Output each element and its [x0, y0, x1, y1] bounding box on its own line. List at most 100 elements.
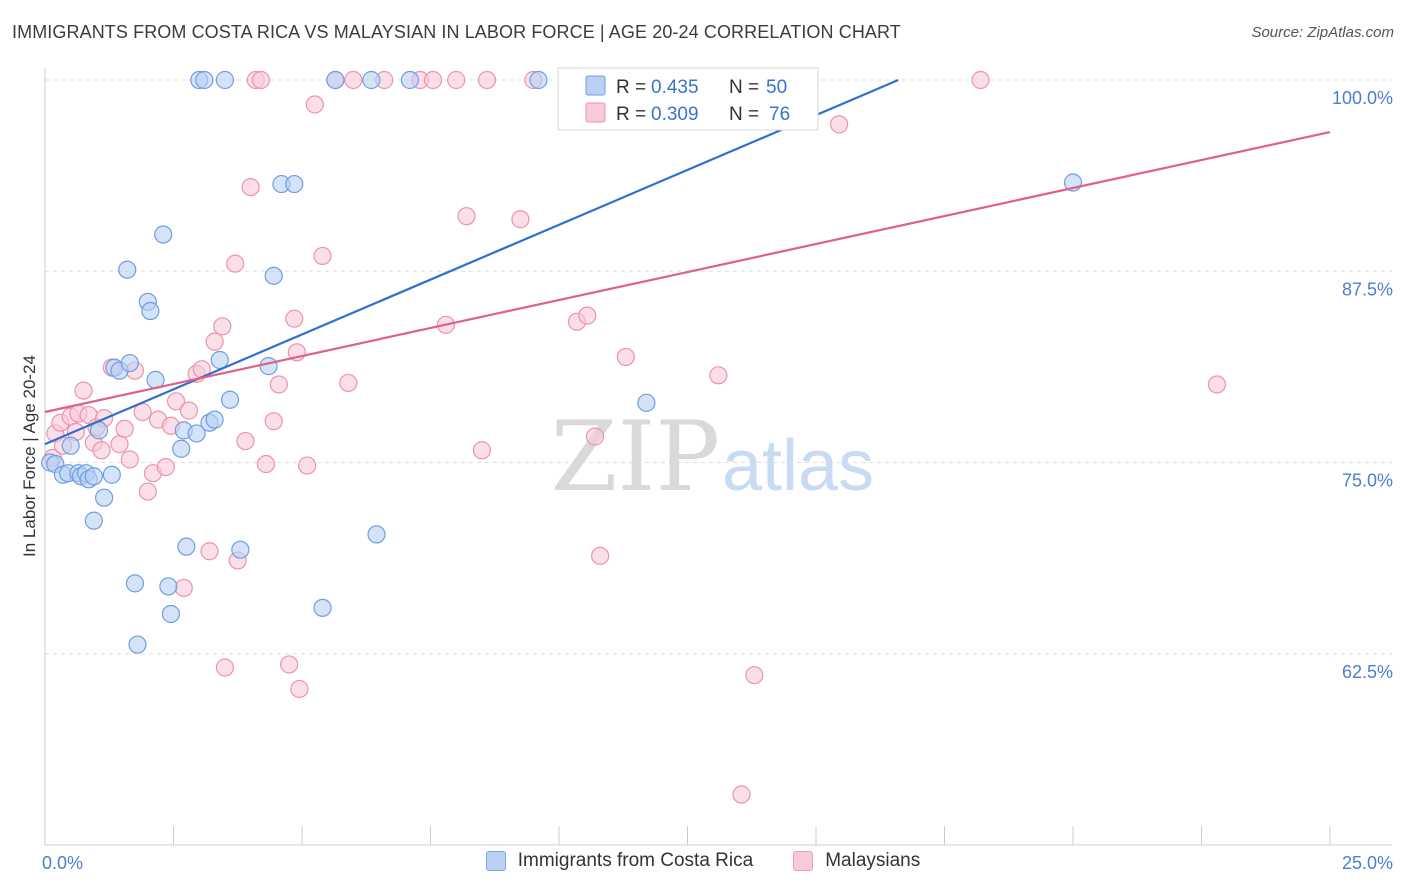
malaysians-point-74: [971, 70, 990, 90]
x-tick-label-1: 25.0%: [1342, 853, 1393, 873]
stats-blue-r-label: R =: [616, 77, 646, 98]
costa-rica-point-12: [95, 488, 114, 507]
costa-rica-point-28: [177, 537, 196, 556]
series-costa-rica: [41, 70, 1083, 654]
stats-swatch-pink: [585, 102, 606, 123]
malaysians-point-26: [179, 401, 199, 420]
malaysians-point-54: [423, 70, 443, 90]
stats-swatch-blue: [585, 75, 606, 96]
malaysians-point-41: [269, 375, 288, 394]
stats-blue-n-value: 50: [766, 77, 787, 98]
malaysians-point-14: [110, 435, 129, 454]
legend-swatch-pink: [793, 851, 814, 871]
malaysians-point-60: [511, 210, 530, 229]
costa-rica-point-24: [159, 577, 178, 596]
malaysians-point-24: [166, 392, 186, 411]
malaysians-point-36: [241, 178, 260, 197]
watermark-zip: ZIP: [551, 401, 720, 513]
costa-rica-point-47: [529, 70, 548, 90]
costa-rica-point-44: [362, 70, 381, 90]
malaysians-point-47: [305, 95, 324, 114]
costa-rica-point-23: [154, 225, 173, 244]
x-tick-label-0: 0.0%: [42, 853, 83, 873]
malaysians-point-48: [313, 246, 332, 266]
malaysians-point-35: [236, 431, 255, 451]
malaysians-point-15: [115, 419, 134, 438]
malaysians-point-58: [472, 441, 491, 460]
tick-labels: 62.5% 75.0% 87.5% 100.0% 0.0% 25.0%: [42, 88, 1393, 873]
y-tick-label-1: 75.0%: [1342, 471, 1393, 491]
costa-rica-point-10: [84, 511, 103, 530]
costa-rica-point-45: [367, 525, 386, 544]
legend-item-costa-rica: Immigrants from Costa Rica: [485, 850, 754, 872]
costa-rica-point-38: [259, 357, 278, 376]
malaysians-point-64: [578, 306, 597, 325]
costa-rica-point-18: [125, 574, 145, 593]
legend-item-malaysians: Malaysians: [793, 850, 920, 872]
malaysians-point-38: [251, 70, 270, 90]
malaysians-point-29: [200, 542, 219, 561]
costa-rica-point-43: [326, 70, 345, 90]
source-credit: Source: ZipAtlas.com: [1251, 24, 1394, 41]
malaysians-point-16: [120, 450, 139, 469]
malaysians-point-42: [280, 655, 299, 674]
malaysians-point-73: [830, 115, 849, 134]
malaysians-point-43: [285, 309, 304, 328]
malaysians-point-33: [226, 254, 245, 273]
costa-rica-trend-line: [44, 78, 899, 446]
malaysians-point-51: [344, 70, 363, 90]
malaysians-point-56: [447, 70, 466, 90]
malaysians-point-11: [92, 441, 111, 460]
costa-rica-point-16: [118, 260, 137, 279]
y-tick-label-0: 62.5%: [1342, 662, 1393, 682]
costa-rica-point-13: [102, 465, 121, 484]
legend: Immigrants from Costa Rica Malaysians: [0, 850, 1406, 872]
costa-rica-point-41: [285, 174, 304, 194]
costa-rica-point-42: [313, 598, 332, 617]
stats-pink-r-value: 0.309: [651, 104, 699, 125]
legend-label-costa-rica: Immigrants from Costa Rica: [517, 850, 754, 871]
legend-label-malaysians: Malaysians: [825, 850, 921, 871]
costa-rica-point-9: [84, 467, 103, 486]
malaysians-point-25: [174, 578, 193, 598]
costa-rica-point-48: [637, 393, 656, 412]
y-tick-label-2: 87.5%: [1342, 279, 1393, 299]
stats-pink-n-value: 76: [769, 104, 790, 125]
costa-rica-point-25: [161, 604, 181, 624]
malaysians-point-30: [205, 332, 224, 351]
watermark-atlas: atlas: [722, 426, 874, 506]
malaysians-point-19: [138, 482, 157, 501]
costa-rica-point-46: [400, 70, 420, 90]
malaysians-point-31: [213, 317, 232, 336]
stats-blue-n-label: N =: [729, 77, 759, 98]
costa-rica-point-35: [215, 70, 234, 90]
malaysians-point-50: [339, 373, 358, 393]
malaysians-trend-line: [44, 130, 1331, 414]
malaysians-point-67: [616, 347, 635, 367]
stats-box: R = 0.435 N = 50 R = 0.309 N = 76: [557, 67, 819, 131]
malaysians-point-59: [477, 70, 497, 90]
malaysians-point-75: [1207, 375, 1227, 394]
malaysians-point-70: [709, 366, 728, 385]
costa-rica-point-33: [205, 410, 224, 429]
costa-rica-point-21: [141, 301, 160, 321]
costa-rica-point-39: [264, 266, 283, 285]
malaysians-point-45: [290, 679, 309, 699]
costa-rica-point-26: [172, 439, 191, 458]
stats-blue-r-value: 0.435: [651, 77, 699, 98]
malaysians-point-7: [74, 381, 93, 400]
malaysians-point-32: [215, 658, 234, 677]
costa-rica-point-36: [220, 390, 240, 409]
y-tick-label-3: 100.0%: [1332, 88, 1393, 108]
chart-title: IMMIGRANTS FROM COSTA RICA VS MALAYSIAN …: [12, 22, 901, 42]
costa-rica-point-17: [120, 353, 139, 373]
malaysians-point-65: [585, 427, 605, 446]
costa-rica-point-29: [187, 424, 206, 443]
malaysians-point-40: [264, 412, 283, 431]
malaysians-point-57: [457, 207, 476, 226]
costa-rica-point-4: [61, 436, 80, 455]
stats-pink-n-label: N =: [729, 104, 759, 125]
malaysians-point-71: [732, 785, 751, 804]
malaysians-point-72: [745, 666, 764, 685]
